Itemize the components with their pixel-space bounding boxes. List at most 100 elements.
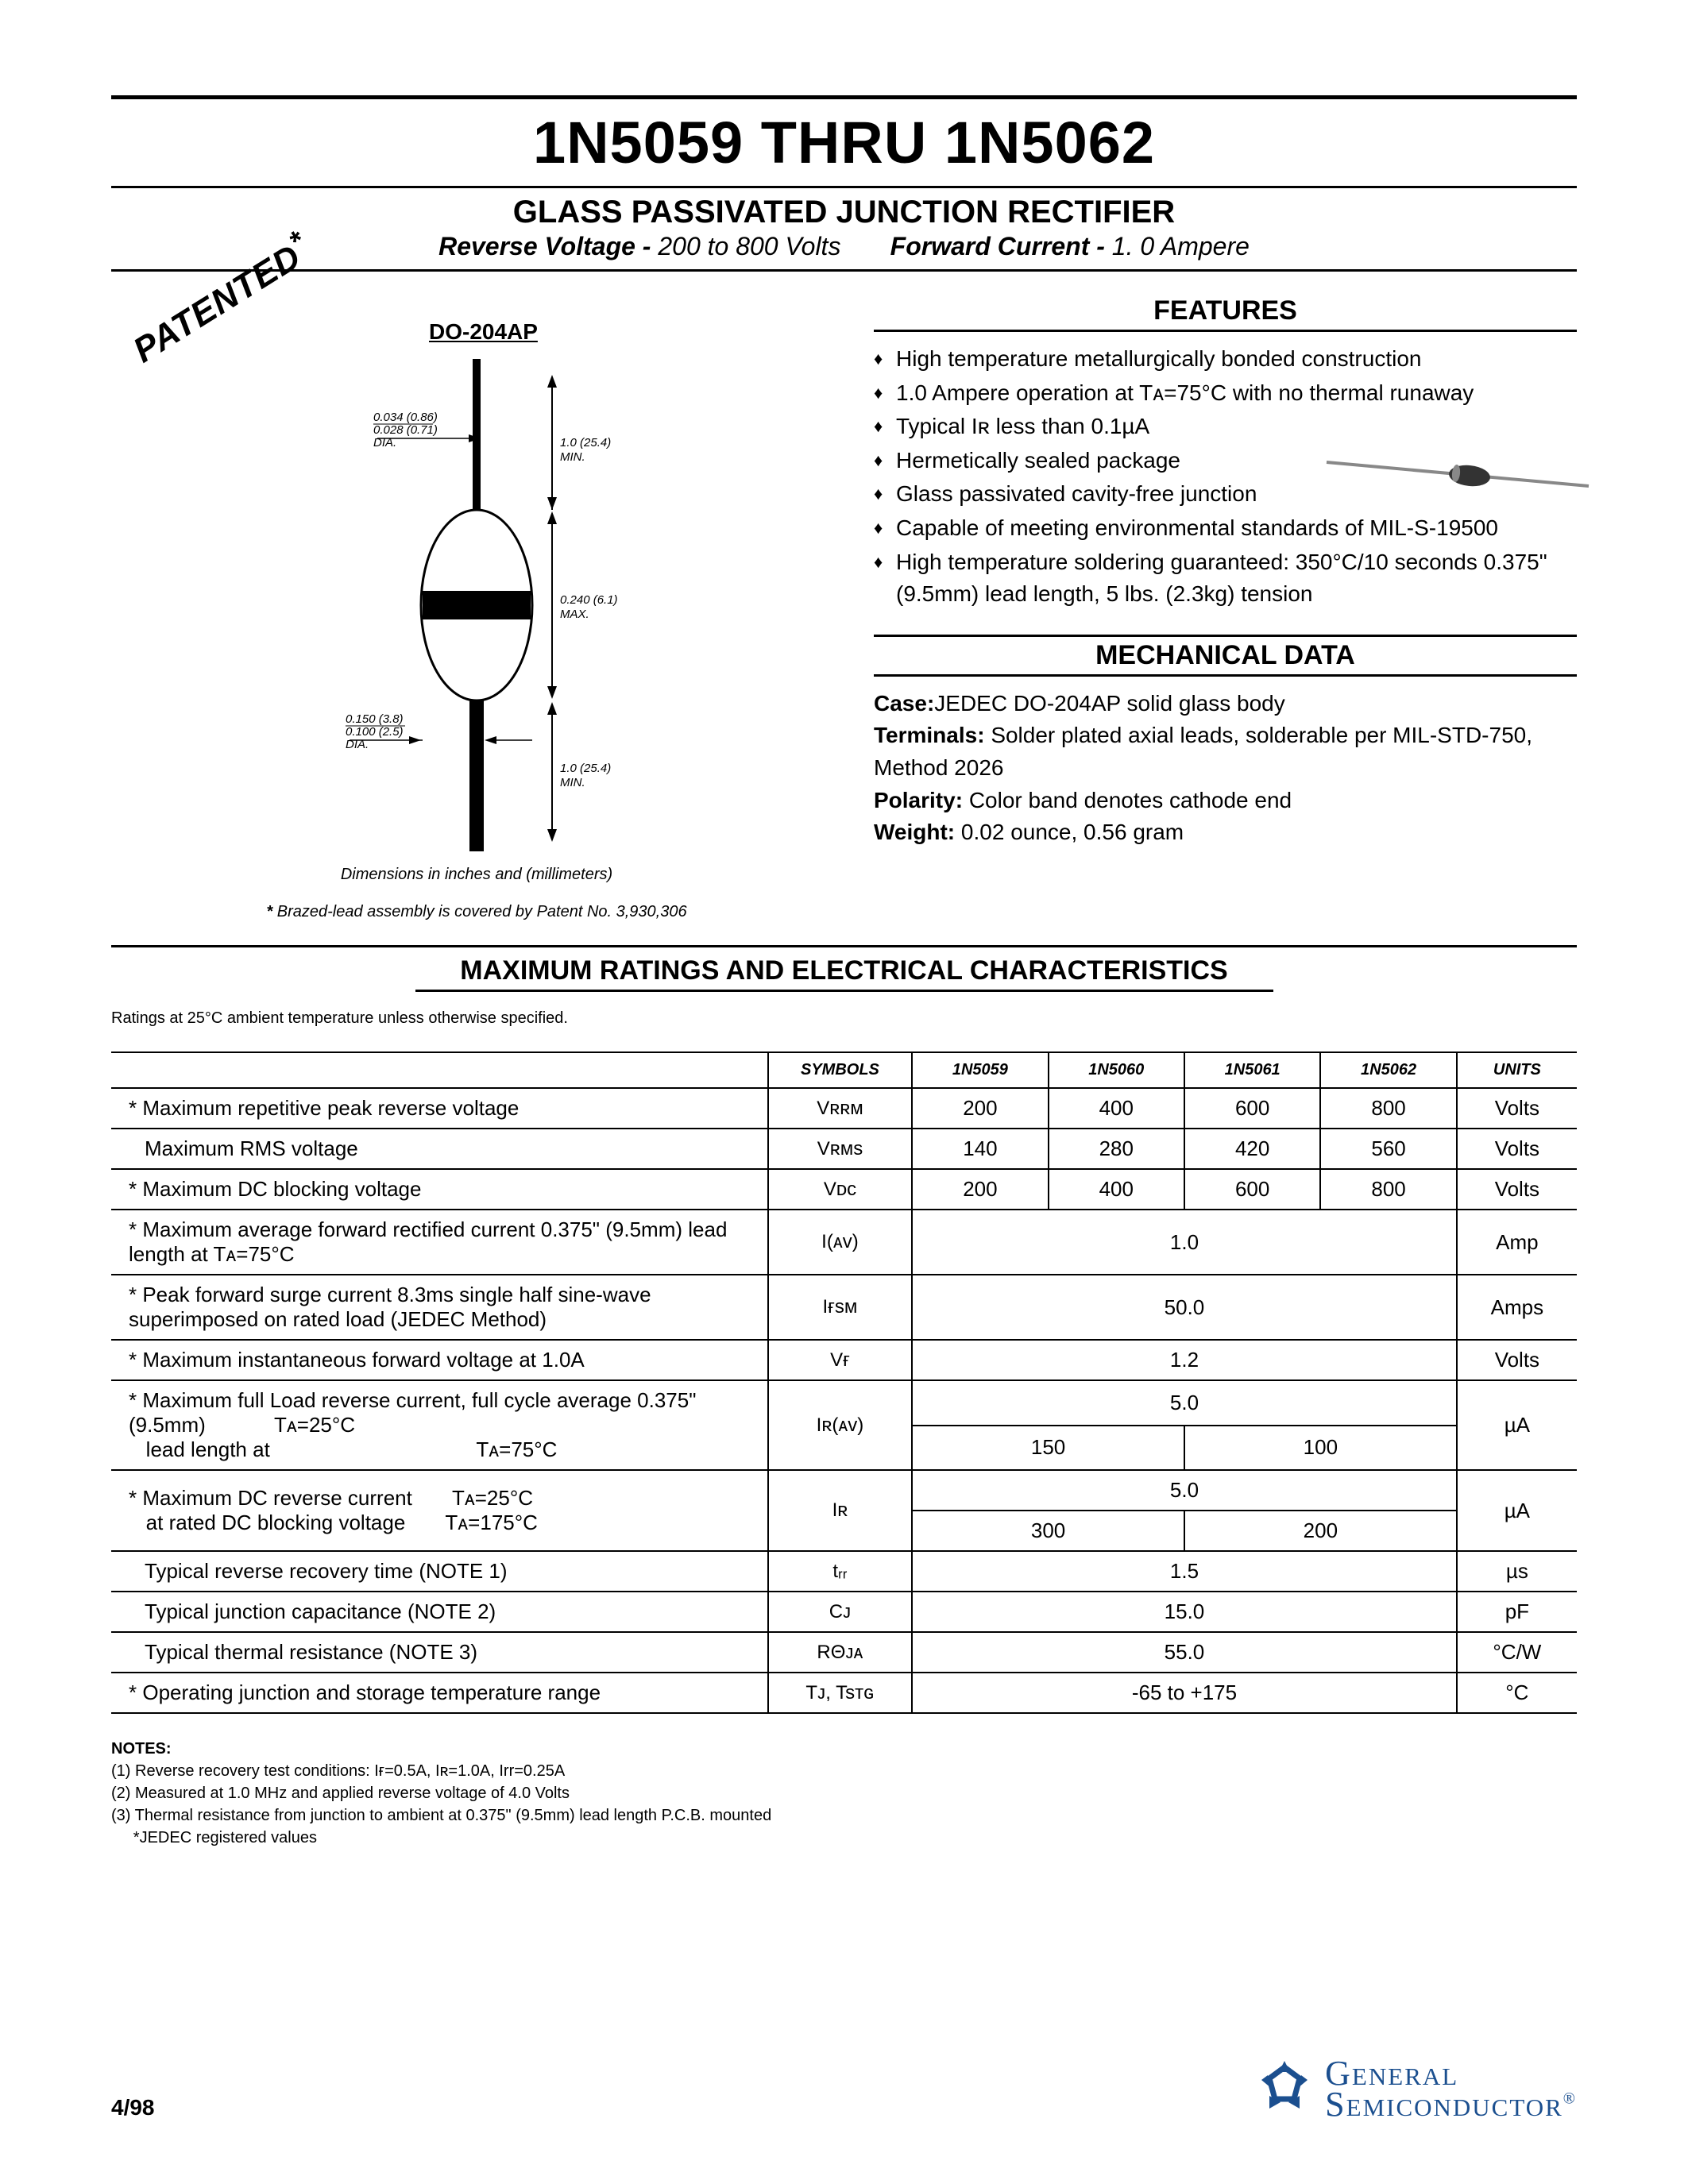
spec-fc-val: 1. 0 Ampere [1112,232,1250,260]
mech-rule-top [874,635,1577,637]
cell-sym: RΘᴊᴀ [768,1632,912,1673]
subtitle: GLASS PASSIVATED JUNCTION RECTIFIER [111,195,1577,230]
feature-item: Hermetically sealed package [874,445,1577,477]
mech-wt-label: Weight: [874,820,961,844]
dim-min-top: MIN. [560,450,585,464]
rule-max [415,990,1273,992]
patnote-ast: * [266,903,272,920]
table-row: * Peak forward surge current 8.3ms singl… [111,1275,1577,1340]
cell-val: 200 [912,1088,1048,1129]
th-1n5062: 1N5062 [1320,1052,1456,1088]
mech-pol-label: Polarity: [874,788,969,812]
cell-desc: * Peak forward surge current 8.3ms singl… [111,1275,768,1340]
feature-item: High temperature soldering guaranteed: 3… [874,546,1577,611]
cell-sym: I(ᴀᴠ) [768,1210,912,1275]
dim-d2b: 0.100 (2.5) [346,725,404,739]
mech-wt: 0.02 ounce, 0.56 gram [961,820,1184,844]
cell-unit: °C/W [1457,1632,1577,1673]
note-1: (1) Reverse recovery test conditions: Iғ… [111,1762,565,1780]
text-column: FEATURES High temperature metallurgicall… [874,295,1577,921]
cell-unit: µA [1457,1380,1577,1470]
package-diagram: 1.0 (25.4) MIN. 0.240 (6.1) MAX. 1.0 (25… [270,359,683,851]
table-row: * Maximum average forward rectified curr… [111,1210,1577,1275]
cell-val: 400 [1049,1088,1184,1129]
rule-spec [111,269,1577,272]
feature-item: Glass passivated cavity-free junction [874,478,1577,511]
dim-min-bot: MIN. [560,776,585,789]
cell-val: 420 [1184,1129,1320,1169]
cell-val: 560 [1320,1129,1456,1169]
title: 1N5059 THRU 1N5062 [111,109,1577,176]
cell-unit: Amp [1457,1210,1577,1275]
cell-desc: * Maximum full Load reverse current, ful… [111,1380,768,1470]
cell-val: -65 to +175 [912,1673,1457,1713]
cell-val: 15.0 [912,1592,1457,1632]
spec-rv-val: 200 to 800 Volts [658,232,840,260]
cell-val: 50.0 [912,1275,1457,1340]
notes-block: NOTES: (1) Reverse recovery test conditi… [111,1738,1577,1849]
cell-desc: * Maximum average forward rectified curr… [111,1210,768,1275]
cell-sym: Tᴊ, Tsᴛɢ [768,1673,912,1713]
mech-data: Case:JEDEC DO-204AP solid glass body Ter… [874,688,1577,849]
cell-val: 200 [1184,1511,1457,1551]
cell-val: 600 [1184,1088,1320,1129]
cell-unit: Volts [1457,1169,1577,1210]
cell-unit: Volts [1457,1129,1577,1169]
table-header-row: SYMBOLS 1N5059 1N5060 1N5061 1N5062 UNIT… [111,1052,1577,1088]
cell-sym: Vғ [768,1340,912,1380]
table-row: * Maximum DC reverse current Tᴀ=25°C at … [111,1470,1577,1511]
package-label: DO-204AP [429,319,538,345]
mech-term-label: Terminals: [874,723,991,747]
cell-unit: Volts [1457,1340,1577,1380]
table-row: Typical thermal resistance (NOTE 3) RΘᴊᴀ… [111,1632,1577,1673]
cell-val: 800 [1320,1088,1456,1129]
ambient-note: Ratings at 25°C ambient temperature unle… [111,1009,1577,1028]
cell-desc: Typical junction capacitance (NOTE 2) [111,1592,768,1632]
note-3: (3) Thermal resistance from junction to … [111,1807,771,1824]
features-heading: FEATURES [874,295,1577,326]
note-4: *JEDEC registered values [111,1829,317,1846]
th-units: UNITS [1457,1052,1577,1088]
datasheet-page: 1N5059 THRU 1N5062 GLASS PASSIVATED JUNC… [111,95,1577,1849]
th-symbols: SYMBOLS [768,1052,912,1088]
table-row: * Maximum DC blocking voltage Vᴅᴄ 200 40… [111,1169,1577,1210]
dim-dia1: DIA. [373,436,396,450]
cell-unit: µA [1457,1470,1577,1551]
table-row: * Maximum instantaneous forward voltage … [111,1340,1577,1380]
rule-mid [111,945,1577,947]
cell-sym: Iʀ(ᴀᴠ) [768,1380,912,1470]
cell-sym: Iғsᴍ [768,1275,912,1340]
cell-val: 55.0 [912,1632,1457,1673]
logo-line2: Semiconductor [1325,2085,1563,2124]
cell-sym: Vʀʀᴍ [768,1088,912,1129]
table-row: Typical junction capacitance (NOTE 2) Cᴊ… [111,1592,1577,1632]
note-2: (2) Measured at 1.0 MHz and applied reve… [111,1785,570,1802]
ratings-table: SYMBOLS 1N5059 1N5060 1N5061 1N5062 UNIT… [111,1051,1577,1714]
features-rule [874,330,1577,332]
table-row: Maximum RMS voltage Vʀᴍs 140 280 420 560… [111,1129,1577,1169]
mech-pol: Color band denotes cathode end [969,788,1292,812]
table-row: * Maximum repetitive peak reverse voltag… [111,1088,1577,1129]
two-column: PATENTED* DO-204AP 1.0 (25.4) MIN. 0.240… [111,295,1577,921]
cell-desc: * Operating junction and storage tempera… [111,1673,768,1713]
mech-heading: MECHANICAL DATA [874,640,1577,671]
cell-val: 1.5 [912,1551,1457,1592]
spec-fc-label: Forward Current - [890,232,1112,260]
feature-item: 1.0 Ampere operation at Tᴀ=75°C with no … [874,377,1577,410]
cell-val: 200 [912,1169,1048,1210]
company-logo: General Semiconductor® [1257,2058,1577,2120]
max-heading: MAXIMUM RATINGS AND ELECTRICAL CHARACTER… [111,955,1577,986]
package-column: PATENTED* DO-204AP 1.0 (25.4) MIN. 0.240… [111,295,842,921]
cell-desc: * Maximum instantaneous forward voltage … [111,1340,768,1380]
cell-desc: Maximum RMS voltage [111,1129,768,1169]
cell-sym: Vᴅᴄ [768,1169,912,1210]
dim-dia2: DIA. [346,738,369,751]
cell-val: 5.0 [912,1470,1457,1511]
table-row: * Operating junction and storage tempera… [111,1673,1577,1713]
dim-body: 0.240 (6.1) [560,593,618,607]
page-number: 4/98 [111,2095,155,2120]
dim-note: Dimensions in inches and (millimeters) [111,866,842,884]
dim-max: MAX. [560,608,589,621]
cell-unit: Amps [1457,1275,1577,1340]
cell-sym: tᵣᵣ [768,1551,912,1592]
